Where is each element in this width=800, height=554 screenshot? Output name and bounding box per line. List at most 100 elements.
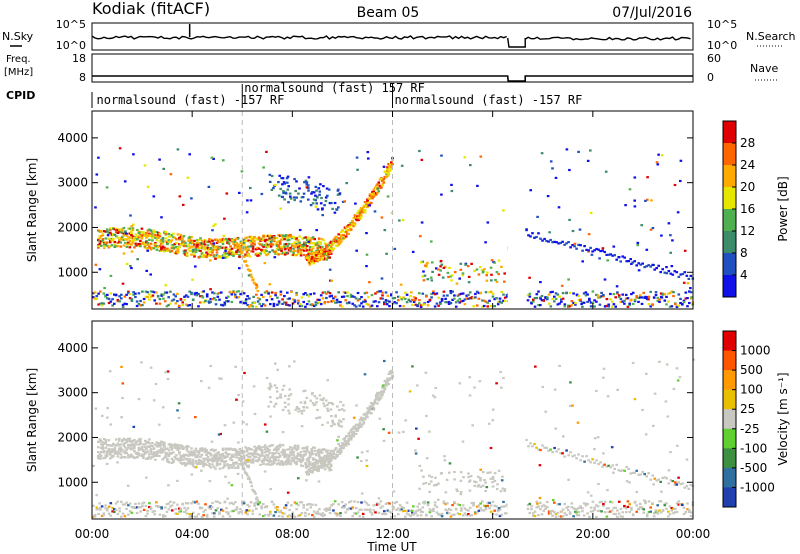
scatter-cell (556, 303, 560, 306)
scatter-cell (266, 238, 270, 242)
scatter-cell (500, 505, 503, 508)
scatter-cell (293, 444, 297, 447)
scatter-cell (139, 510, 142, 513)
scatter-cell (133, 236, 136, 240)
scatter-cell (204, 300, 207, 303)
scatter-cell (384, 291, 388, 294)
scatter-cell (194, 250, 198, 253)
scatter-cell (205, 463, 208, 466)
scatter-cell (256, 459, 259, 462)
scatter-cell (206, 247, 210, 250)
scatter-cell (258, 513, 262, 516)
scatter-cell (287, 234, 291, 237)
scatter-cell (200, 449, 204, 452)
scatter-cell (599, 461, 602, 464)
scatter-cell (242, 302, 246, 305)
scatter-cell (420, 221, 424, 224)
scatter-cell (262, 446, 265, 449)
scatter-cell (328, 452, 332, 455)
scatter-cell (307, 236, 310, 239)
scatter-cell (421, 275, 425, 278)
scatter-cell (314, 252, 318, 255)
scatter-cell (274, 511, 277, 514)
scatter-cell (578, 228, 582, 231)
scatter-cell (149, 366, 153, 369)
scatter-cell (97, 440, 100, 443)
scatter-cell (577, 514, 581, 517)
colorbar-swatch (723, 209, 736, 232)
scatter-cell (286, 501, 290, 504)
scatter-cell (602, 452, 605, 455)
scatter-cell (332, 299, 335, 303)
scatter-cell (103, 246, 106, 249)
scatter-cell (425, 414, 428, 417)
scatter-cell (158, 423, 161, 426)
noise-trace-line-2 (524, 36, 691, 41)
scatter-cell (208, 301, 211, 304)
scatter-cell (339, 240, 343, 243)
scatter-cell (307, 456, 310, 459)
scatter-cell (327, 244, 330, 247)
scatter-cell (358, 421, 362, 424)
scatter-cell (266, 459, 270, 462)
scatter-cell (482, 504, 486, 507)
scatter-cell (349, 293, 353, 296)
scatter-cell (137, 452, 141, 455)
scatter-cell (254, 447, 258, 450)
scatter-cell (119, 450, 123, 453)
noise-panel: N.Sky 10^5 10^0 N.Search 10^5 10^0 (2, 18, 796, 52)
scatter-cell (326, 421, 330, 424)
scatter-cell (482, 509, 486, 512)
scatter-cell (612, 506, 616, 509)
scatter-cell (367, 410, 371, 414)
scatter-cell (386, 294, 390, 297)
scatter-cell (179, 298, 183, 301)
scatter-cell (115, 452, 118, 455)
scatter-cell (412, 300, 416, 303)
scatter-cell (100, 240, 103, 243)
scatter-cell (98, 440, 102, 443)
scatter-cell (373, 400, 377, 403)
scatter-cell (280, 195, 284, 198)
scatter-cell (686, 305, 689, 308)
scatter-cell (214, 448, 217, 452)
scatter-cell (572, 292, 575, 295)
scatter-cell (404, 297, 407, 301)
scatter-cell (274, 447, 277, 450)
y-axis-label: Slant Range [km] (25, 368, 39, 472)
scatter-cell (248, 235, 252, 238)
scatter-cell (166, 458, 169, 461)
scatter-cell (344, 442, 348, 445)
scatter-cell (454, 507, 458, 510)
scatter-cell (541, 444, 544, 447)
scatter-cell (247, 466, 250, 469)
scatter-cell (125, 293, 128, 296)
scatter-cell (148, 293, 151, 296)
scatter-cell (679, 483, 683, 486)
scatter-cell (134, 295, 137, 299)
scatter-cell (230, 484, 234, 487)
scatter-cell (121, 503, 125, 506)
scatter-cell (428, 483, 431, 486)
scatter-cell (286, 448, 289, 451)
scatter-cell (176, 292, 179, 295)
scatter-cell (235, 508, 239, 511)
scatter-cell (319, 464, 323, 467)
scatter-cell (260, 505, 263, 508)
scatter-cell (625, 465, 628, 469)
scatter-cell (316, 208, 320, 211)
scatter-cell (659, 480, 662, 483)
scatter-cell (203, 246, 207, 249)
scatter-cell (269, 463, 273, 466)
scatter-cell (561, 508, 565, 511)
scatter-cell (165, 503, 169, 506)
scatter-cell (250, 243, 253, 246)
scatter-cell (681, 272, 685, 276)
scatter-cell (497, 259, 501, 262)
scatter-cell (421, 303, 425, 306)
scatter-cell (673, 183, 677, 187)
scatter-cell (131, 241, 135, 244)
scatter-cell (314, 243, 318, 246)
scatter-cell (298, 245, 301, 248)
scatter-cell (202, 256, 205, 259)
